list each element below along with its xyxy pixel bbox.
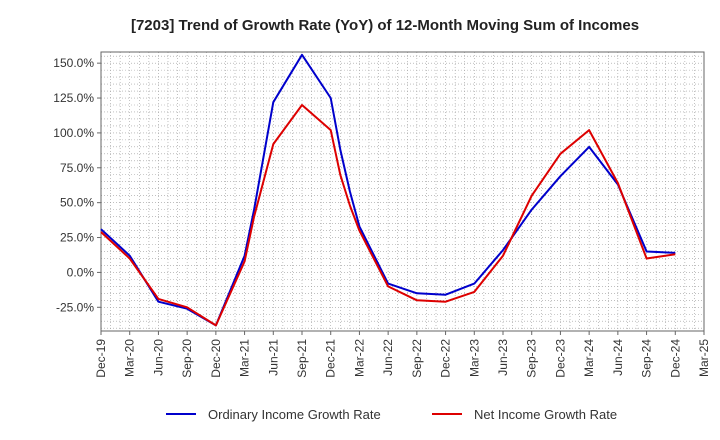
x-tick-label: Jun-23 [496, 339, 510, 376]
x-tick-label: Jun-21 [266, 339, 280, 376]
x-tick-label: Sep-21 [295, 339, 309, 378]
series-layer [100, 53, 676, 327]
x-tick-label: Dec-20 [209, 339, 223, 378]
x-tick-label: Mar-20 [123, 339, 137, 377]
x-tick-label: Dec-22 [439, 339, 453, 378]
plot-area [100, 51, 705, 332]
y-tick-label: 0.0% [67, 265, 95, 279]
x-tick-label: Dec-24 [668, 339, 682, 378]
y-tick-label: 25.0% [60, 231, 94, 245]
x-tick-label: Dec-23 [553, 339, 567, 378]
x-tick-label: Mar-22 [352, 339, 366, 377]
y-tick-label: 125.0% [53, 91, 94, 105]
series-line-net-income [100, 104, 676, 327]
x-tick-label: Sep-20 [180, 339, 194, 378]
x-tick-label: Sep-22 [410, 339, 424, 378]
x-tick-label: Jun-24 [611, 339, 625, 376]
x-tick-label: Mar-23 [467, 339, 481, 377]
x-tick-label: Mar-25 [697, 339, 711, 377]
legend-label-ordinary-income: Ordinary Income Growth Rate [208, 407, 381, 422]
x-axis: Dec-19 Mar-20 Jun-20 Sep-20 Dec-20 Mar-21 Jun-… [94, 331, 711, 378]
x-tick-label: Mar-24 [582, 339, 596, 377]
legend: Ordinary Income Growth Rate Net Income Gr… [166, 407, 617, 422]
chart-title: [7203] Trend of Growth Rate (YoY) of 12-… [131, 17, 639, 34]
x-tick-label: Dec-19 [94, 339, 108, 378]
y-tick-label: 75.0% [60, 161, 94, 175]
x-tick-label: Sep-24 [640, 339, 654, 378]
x-tick-label: Sep-23 [525, 339, 539, 378]
legend-label-net-income: Net Income Growth Rate [474, 407, 617, 422]
y-tick-label: 50.0% [60, 196, 94, 210]
y-tick-label: 150.0% [53, 56, 94, 70]
x-tick-label: Dec-21 [324, 339, 338, 378]
y-tick-label: 100.0% [53, 126, 94, 140]
y-axis: 150.0% 125.0% 100.0% 75.0% 50.0% 25.0% 0.0% -25… [53, 56, 101, 314]
x-tick-label: Jun-20 [151, 339, 165, 376]
x-tick-label: Mar-21 [238, 339, 252, 377]
y-tick-label: -25.0% [56, 300, 94, 314]
x-tick-label: Jun-22 [381, 339, 395, 376]
